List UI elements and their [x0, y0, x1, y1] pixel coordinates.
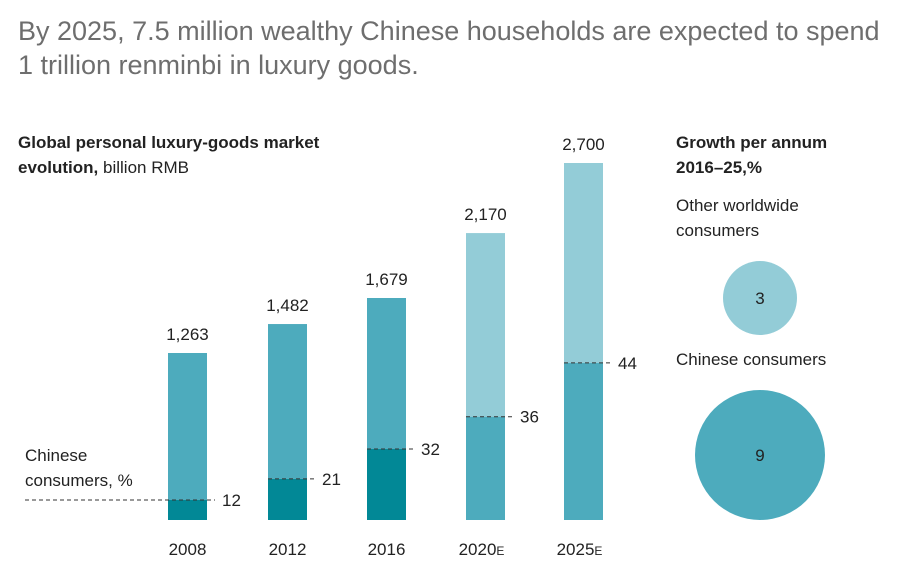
share-label: 32: [421, 440, 440, 459]
bar-chinese-2008: [168, 499, 207, 520]
value-label: 1,679: [365, 270, 408, 289]
bar-chart-title-bold: Global personal luxury-goods market evol…: [18, 133, 320, 177]
estimate-suffix: E: [594, 544, 602, 558]
growth-bubble-value: 9: [755, 446, 764, 465]
value-label: 1,263: [166, 325, 209, 344]
bar-chinese-2025: [564, 362, 603, 520]
bar-chinese-2012: [268, 478, 307, 520]
share-label: 12: [222, 491, 241, 510]
bar-chinese-2020: [466, 416, 505, 520]
growth-bubble-value: 3: [755, 289, 764, 308]
growth-title: Growth per annum 2016–25,%: [676, 130, 876, 180]
bar-other-2025: [564, 163, 603, 363]
bar-chinese-2016: [367, 448, 406, 520]
category-label: 2016: [368, 540, 406, 559]
category-label: 2025E: [557, 540, 603, 559]
category-label: 2020E: [459, 540, 505, 559]
category-label: 2008: [169, 540, 207, 559]
bar-other-2012: [268, 324, 307, 479]
bar-other-2016: [367, 297, 406, 449]
share-label: 36: [520, 408, 539, 427]
value-label: 1,482: [266, 296, 309, 315]
share-label: 21: [322, 470, 341, 489]
growth-title-unit: %: [746, 158, 763, 177]
bubble-label-chinese: Chinese consumers: [676, 350, 827, 369]
bar-other-2008: [168, 353, 207, 500]
growth-bubble: [723, 261, 797, 335]
value-label: 2,170: [464, 205, 507, 224]
bar-chart-unit: billion RMB: [103, 158, 189, 177]
share-label: 44: [618, 354, 637, 373]
category-label: 2012: [269, 540, 307, 559]
growth-bubble: [695, 390, 825, 520]
value-label: 2,700: [562, 135, 605, 154]
bubble-label-other: Other worldwide consumers: [676, 196, 799, 240]
bar-other-2020: [466, 233, 505, 417]
bar-chart-title: Global personal luxury-goods market evol…: [18, 130, 338, 180]
growth-title-bold: Growth per annum 2016–25,: [676, 133, 828, 177]
chinese-share-label: Chinese consumers, %: [25, 446, 133, 490]
estimate-suffix: E: [496, 544, 504, 558]
headline: By 2025, 7.5 million wealthy Chinese hou…: [18, 16, 880, 80]
